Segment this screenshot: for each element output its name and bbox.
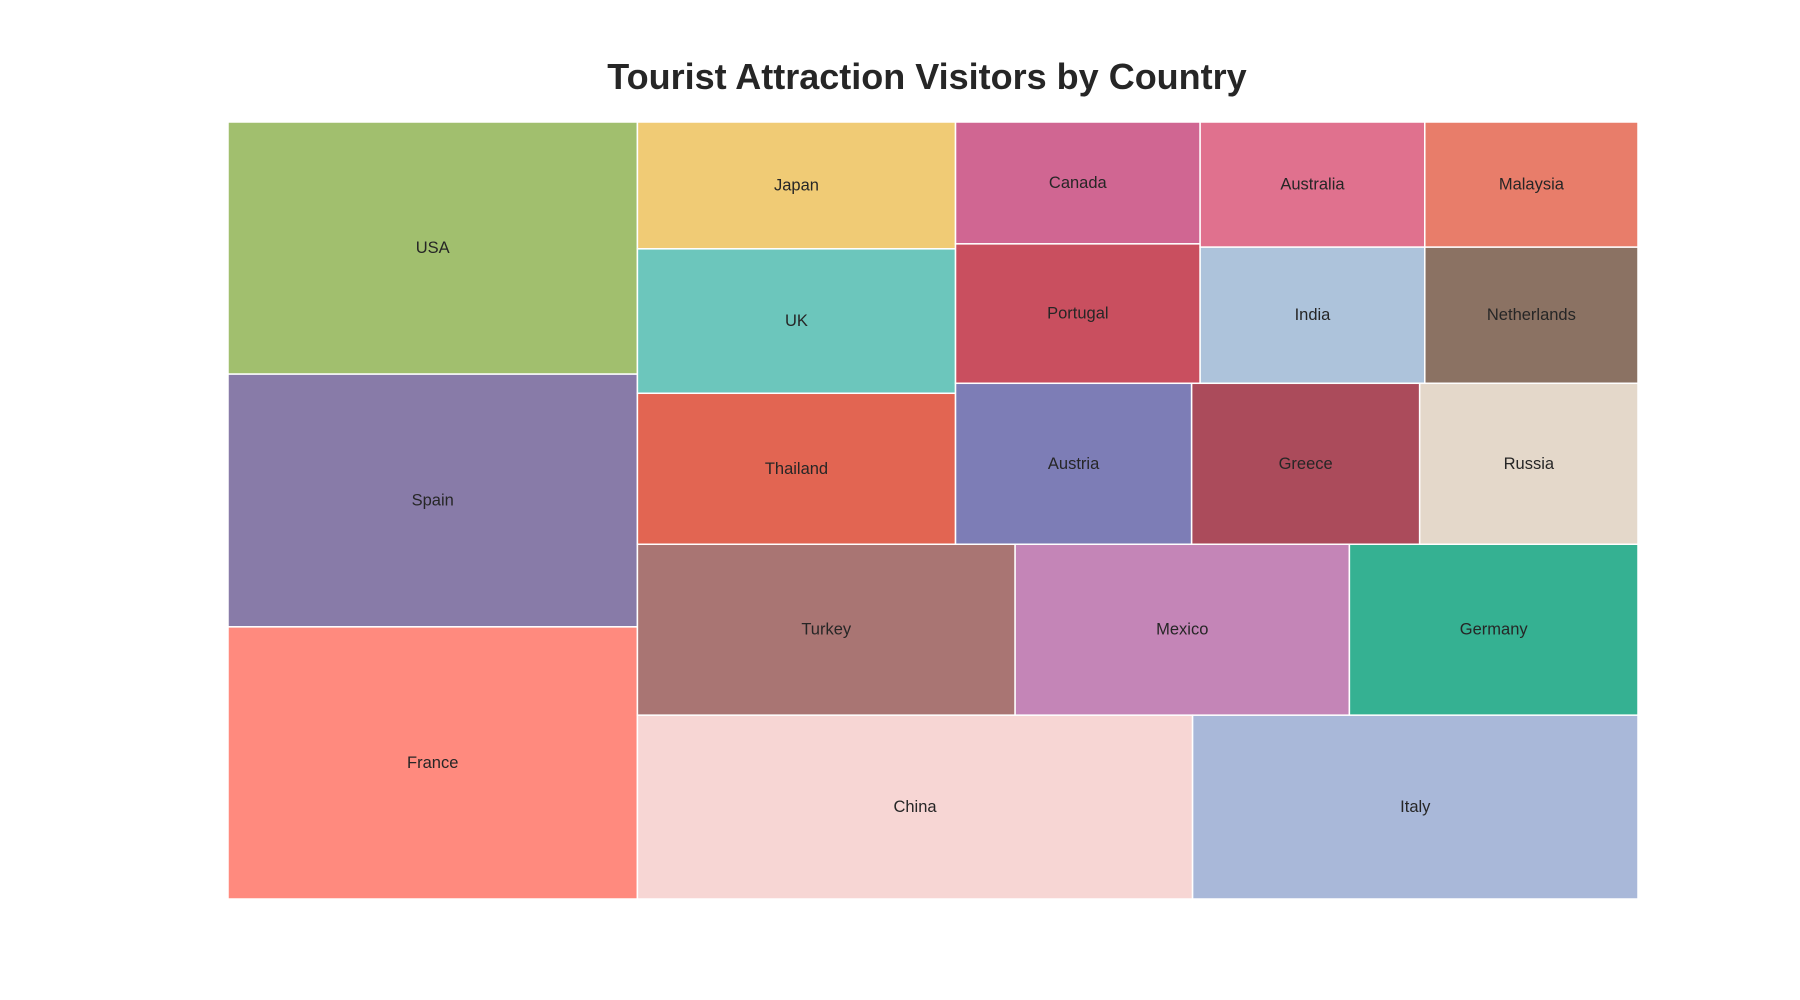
tile-rect-usa bbox=[227, 121, 639, 375]
tile-label-thailand: Thailand bbox=[765, 460, 828, 478]
treemap-tile-china: China bbox=[636, 714, 1194, 900]
tile-label-india: India bbox=[1295, 306, 1332, 324]
tile-rect-canada bbox=[954, 121, 1201, 245]
chart-title: Tourist Attraction Visitors by Country bbox=[607, 56, 1247, 97]
treemap-tile-usa: USA bbox=[227, 121, 639, 375]
tile-label-russia: Russia bbox=[1504, 455, 1555, 473]
treemap-tile-australia: Australia bbox=[1199, 121, 1426, 248]
treemap-tile-austria: Austria bbox=[954, 382, 1193, 546]
tile-label-spain: Spain bbox=[412, 491, 454, 509]
tile-label-austria: Austria bbox=[1048, 455, 1100, 473]
tile-label-uk: UK bbox=[785, 312, 808, 330]
tile-label-malaysia: Malaysia bbox=[1499, 176, 1565, 194]
tile-rect-spain bbox=[227, 373, 639, 628]
tile-rect-turkey bbox=[636, 543, 1016, 716]
treemap-tile-japan: Japan bbox=[636, 121, 957, 250]
tile-label-germany: Germany bbox=[1460, 621, 1529, 639]
tile-label-greece: Greece bbox=[1279, 455, 1333, 473]
treemap-tile-greece: Greece bbox=[1190, 382, 1421, 546]
tile-label-japan: Japan bbox=[774, 176, 819, 194]
tile-rect-france bbox=[227, 626, 639, 900]
treemap-tile-malaysia: Malaysia bbox=[1424, 121, 1639, 248]
tile-label-portugal: Portugal bbox=[1047, 305, 1108, 323]
treemap-tile-canada: Canada bbox=[954, 121, 1201, 245]
tile-rect-japan bbox=[636, 121, 957, 250]
tile-label-usa: USA bbox=[416, 239, 450, 257]
tile-label-turkey: Turkey bbox=[801, 621, 852, 639]
tile-label-italy: Italy bbox=[1400, 798, 1431, 816]
tile-rect-netherlands bbox=[1424, 246, 1639, 385]
tile-label-netherlands: Netherlands bbox=[1487, 306, 1576, 324]
tile-rect-austria bbox=[954, 382, 1193, 546]
treemap-tile-india: India bbox=[1199, 246, 1426, 385]
tile-label-mexico: Mexico bbox=[1156, 621, 1208, 639]
treemap-tile-thailand: Thailand bbox=[636, 392, 957, 546]
tile-label-australia: Australia bbox=[1280, 176, 1345, 194]
tile-rect-mexico bbox=[1014, 543, 1351, 716]
treemap-tile-italy: Italy bbox=[1191, 714, 1639, 900]
tile-label-france: France bbox=[407, 754, 458, 772]
treemap-tile-uk: UK bbox=[636, 248, 957, 395]
tile-rect-italy bbox=[1191, 714, 1639, 900]
tile-label-canada: Canada bbox=[1049, 174, 1108, 192]
treemap-tile-mexico: Mexico bbox=[1014, 543, 1351, 716]
tile-rect-germany bbox=[1348, 543, 1639, 716]
tile-rect-portugal bbox=[954, 243, 1201, 385]
treemap-tile-germany: Germany bbox=[1348, 543, 1639, 716]
tile-rect-australia bbox=[1199, 121, 1426, 248]
tile-rect-russia bbox=[1418, 382, 1639, 546]
treemap-tile-france: France bbox=[227, 626, 639, 900]
tile-rect-greece bbox=[1190, 382, 1421, 546]
tile-rect-china bbox=[636, 714, 1194, 900]
tile-label-china: China bbox=[893, 798, 937, 816]
tile-rect-india bbox=[1199, 246, 1426, 385]
treemap-tile-russia: Russia bbox=[1418, 382, 1639, 546]
treemap-tile-netherlands: Netherlands bbox=[1424, 246, 1639, 385]
treemap-tile-portugal: Portugal bbox=[954, 243, 1201, 385]
treemap-tile-turkey: Turkey bbox=[636, 543, 1016, 716]
treemap-tile-spain: Spain bbox=[227, 373, 639, 628]
